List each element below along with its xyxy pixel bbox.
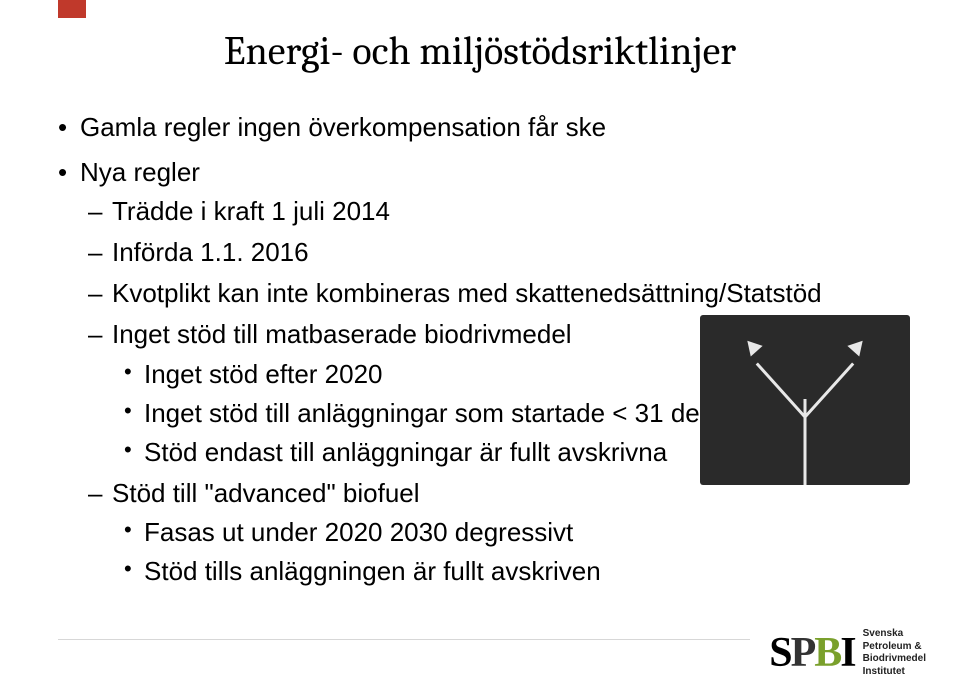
bullet-text: Stöd till "advanced" biofuel <box>112 478 420 508</box>
bullet-text: Införda 1.1. 2016 <box>112 237 309 267</box>
bullet-l2: Kvotplikt kan inte kombineras med skatte… <box>80 276 920 311</box>
bullet-text: Stöd tills anläggningen är fullt avskriv… <box>144 556 601 586</box>
bullet-text: Kvotplikt kan inte kombineras med skatte… <box>112 278 822 308</box>
bullet-text: Stöd endast till anläggningar är fullt a… <box>144 437 667 467</box>
logo-text: Svenska Petroleum & Biodrivmedel Institu… <box>863 628 926 678</box>
bullet-l2: Trädde i kraft 1 juli 2014 <box>80 194 920 229</box>
logo-letter-s: S <box>769 632 790 674</box>
bullet-text: Nya regler <box>80 157 200 187</box>
bullet-l3: Fasas ut under 2020 2030 degressivt <box>112 515 920 550</box>
logo-line: Svenska <box>863 628 926 641</box>
bullet-l1: Gamla regler ingen överkompensation får … <box>58 110 920 145</box>
logo-line: Institutet <box>863 666 926 679</box>
logo-line: Petroleum & <box>863 641 926 654</box>
slide-title: Energi- och miljöstödsriktlinjer <box>0 28 960 74</box>
logo-letter-b: B <box>814 632 840 674</box>
bullet-text: Inget stöd efter 2020 <box>144 359 383 389</box>
spbi-logo: S P B I Svenska Petroleum & Biodrivmedel… <box>769 628 926 678</box>
bullet-l2: Införda 1.1. 2016 <box>80 235 920 270</box>
logo-mark: S P B I <box>769 632 854 674</box>
bullet-text: Inget stöd till matbaserade biodrivmedel <box>112 319 572 349</box>
bullet-text: Gamla regler ingen överkompensation får … <box>80 112 606 142</box>
bullet-text: Trädde i kraft 1 juli 2014 <box>112 196 390 226</box>
logo-line: Biodrivmedel <box>863 653 926 666</box>
bullet-text: Fasas ut under 2020 2030 degressivt <box>144 517 573 547</box>
logo-letter-p: P <box>791 632 815 674</box>
bullet-l2: Stöd till "advanced" biofuel Fasas ut un… <box>80 476 920 589</box>
accent-tab <box>58 0 86 18</box>
bullet-l3: Stöd tills anläggningen är fullt avskriv… <box>112 554 920 589</box>
fork-photo <box>700 315 910 485</box>
footer-divider <box>58 639 750 640</box>
logo-letter-i: I <box>840 632 854 674</box>
